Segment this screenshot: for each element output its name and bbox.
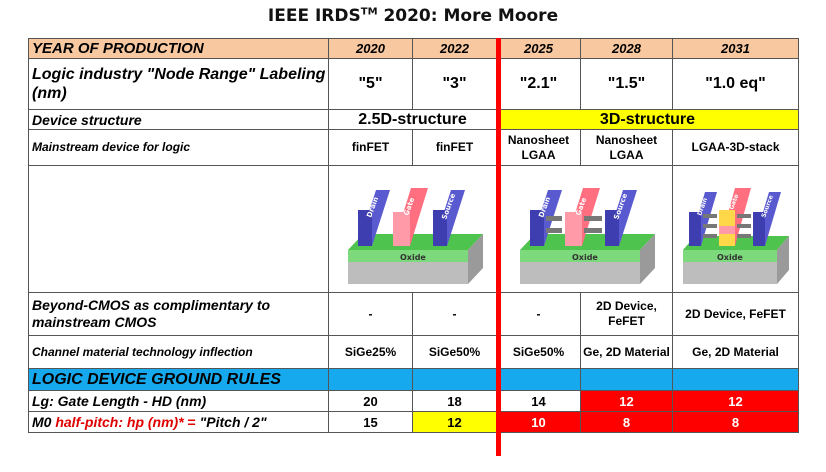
year-cell: 2028: [580, 38, 673, 59]
gate-length-row: Lg: Gate Length - HD (nm) 20 18 14 12 12: [28, 390, 799, 412]
value-cell: "5": [328, 58, 413, 110]
oxide-label: Oxide: [572, 253, 598, 262]
row-label: Logic industry "Node Range" Labeling (nm…: [28, 58, 329, 110]
value-cell-highlight: 8: [580, 411, 673, 433]
row-label: Lg: Gate Length - HD (nm): [28, 390, 329, 412]
value-cell-highlight: 12: [412, 411, 497, 433]
row-label: Mainstream device for logic: [28, 129, 329, 166]
value-cell: -: [328, 292, 413, 336]
value-cell: Nanosheet LGAA: [580, 129, 673, 166]
stacked-illustration: Oxide Drain Gate Source: [672, 165, 799, 293]
value-cell: 15: [328, 411, 413, 433]
year-cell: 2025: [496, 38, 581, 59]
value-cell: Nanosheet LGAA: [496, 129, 581, 166]
stacked-diagram: Oxide Drain Gate Source: [682, 188, 789, 284]
structure-3d-cell: 3D-structure: [496, 109, 799, 130]
header-row: YEAR OF PRODUCTION 2020 2022 2025 2028 2…: [28, 38, 799, 59]
value-cell: 14: [496, 390, 581, 412]
node-range-row: Logic industry "Node Range" Labeling (nm…: [28, 58, 799, 110]
row-label: Device structure: [28, 109, 329, 130]
beyond-cmos-row: Beyond-CMOS as complimentary to mainstre…: [28, 292, 799, 336]
value-cell-highlight: 12: [580, 390, 673, 412]
value-cell: SiGe50%: [412, 335, 497, 369]
year-cell: 2022: [412, 38, 497, 59]
value-cell: Ge, 2D Material: [672, 335, 799, 369]
value-cell: 18: [412, 390, 497, 412]
nanosheet-illustration: Oxide Drain Gate Source: [496, 165, 673, 293]
year-cell: 2020: [328, 38, 413, 59]
header-label: YEAR OF PRODUCTION: [28, 38, 329, 59]
value-cell: SiGe25%: [328, 335, 413, 369]
value-cell-highlight: 12: [672, 390, 799, 412]
illustration-row: Oxide Drain Gate Source Oxide: [28, 165, 799, 293]
value-cell: LGAA-3D-stack: [672, 129, 799, 166]
structure-2-5d-cell: 2.5D-structure: [328, 109, 497, 130]
roadmap-table: YEAR OF PRODUCTION 2020 2022 2025 2028 2…: [28, 38, 799, 433]
timeline-divider: [496, 38, 501, 456]
nanosheet-diagram: Oxide Drain Gate Source: [519, 188, 655, 284]
value-cell-highlight: 8: [672, 411, 799, 433]
section-heading: LOGIC DEVICE GROUND RULES: [28, 368, 329, 391]
row-label: M0 half-pitch: hp (nm)* = "Pitch / 2": [28, 411, 329, 433]
value-cell: "2.1": [496, 58, 581, 110]
row-label: Channel material technology inflection: [28, 335, 329, 369]
value-cell: "1.0 eq": [672, 58, 799, 110]
value-cell: 2D Device, FeFET: [580, 292, 673, 336]
row-label: Beyond-CMOS as complimentary to mainstre…: [28, 292, 329, 336]
device-structure-row: Device structure 2.5D-structure 3D-struc…: [28, 109, 799, 130]
year-cell: 2031: [672, 38, 799, 59]
value-cell: -: [496, 292, 581, 336]
mainstream-device-row: Mainstream device for logic finFET finFE…: [28, 129, 799, 166]
finfet-illustration: Oxide Drain Gate Source: [328, 165, 497, 293]
channel-material-row: Channel material technology inflection S…: [28, 335, 799, 369]
value-cell: 2D Device, FeFET: [672, 292, 799, 336]
value-cell: -: [412, 292, 497, 336]
value-cell: SiGe50%: [496, 335, 581, 369]
value-cell: 20: [328, 390, 413, 412]
value-cell: finFET: [412, 129, 497, 166]
value-cell: finFET: [328, 129, 413, 166]
value-cell-highlight: 10: [496, 411, 581, 433]
ground-rules-row: LOGIC DEVICE GROUND RULES: [28, 368, 799, 391]
value-cell: "3": [412, 58, 497, 110]
finfet-diagram: Oxide Drain Gate Source: [347, 188, 483, 284]
oxide-label: Oxide: [717, 253, 743, 262]
value-cell: "1.5": [580, 58, 673, 110]
oxide-label: Oxide: [400, 253, 426, 262]
m0-pitch-row: M0 half-pitch: hp (nm)* = "Pitch / 2" 15…: [28, 411, 799, 433]
page-title: IEEE IRDSTM 2020: More Moore: [267, 6, 559, 26]
value-cell: Ge, 2D Material: [580, 335, 673, 369]
